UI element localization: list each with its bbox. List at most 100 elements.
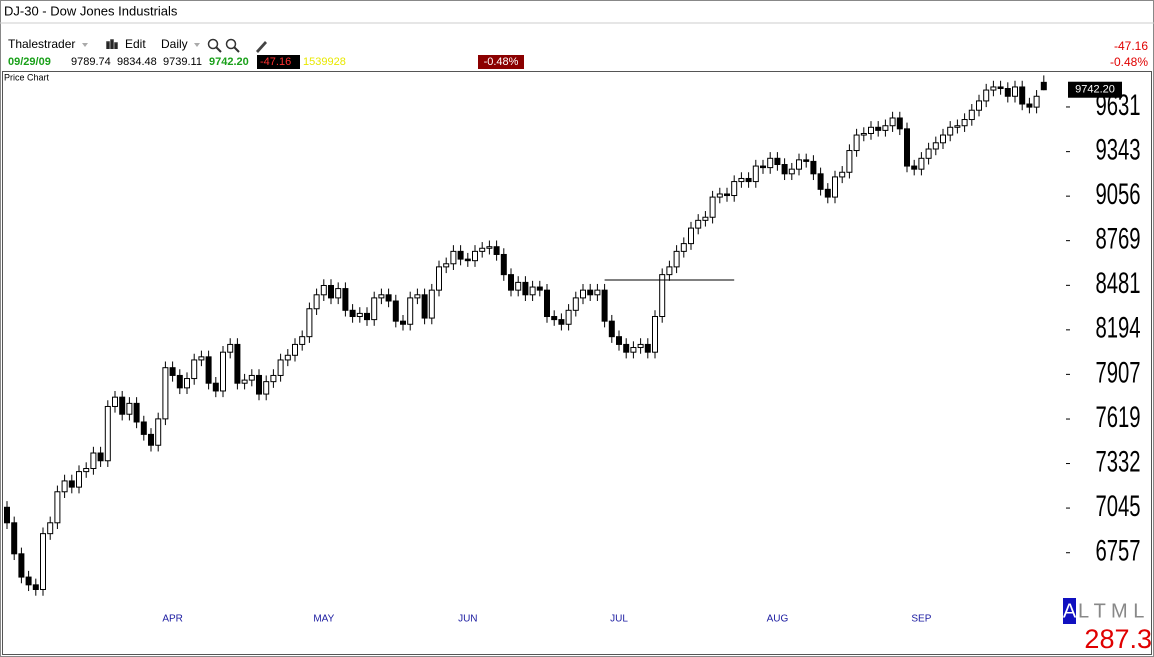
candle-body xyxy=(1019,86,1026,105)
candle-body xyxy=(414,294,421,299)
quote-open: 9789.74 xyxy=(71,56,111,68)
candle-body xyxy=(889,117,896,127)
quote-low: 9739.11 xyxy=(163,56,202,68)
candle-body xyxy=(738,177,745,183)
candle-body xyxy=(515,281,522,291)
last-price-box xyxy=(1068,81,1122,98)
candle-body xyxy=(356,312,363,318)
candle-body xyxy=(745,177,752,183)
change-box xyxy=(257,55,300,69)
change-pct-box xyxy=(478,55,524,69)
candle-body xyxy=(371,297,378,321)
y-tick-label: 8769 xyxy=(1095,223,1140,256)
candle-body xyxy=(695,219,702,229)
candle-body xyxy=(896,117,903,130)
candle-body xyxy=(184,378,190,389)
user-menu[interactable]: Thalestrader xyxy=(8,37,75,51)
candle-body xyxy=(198,356,205,361)
candle-body xyxy=(234,343,241,384)
candle-body xyxy=(860,132,867,136)
candle-body xyxy=(904,128,910,167)
y-tick-label: 7619 xyxy=(1095,401,1140,434)
candle-body xyxy=(191,359,198,380)
candle-body xyxy=(97,452,104,462)
right-change-pct: -0.48% xyxy=(1110,55,1148,69)
y-tick-label: 7045 xyxy=(1095,490,1140,523)
candle-body xyxy=(11,522,18,555)
candle-body xyxy=(162,367,169,420)
candle-body xyxy=(508,274,514,291)
candle-body xyxy=(781,164,788,175)
candle-body xyxy=(169,367,176,376)
y-tick-label: 7907 xyxy=(1095,357,1140,390)
candle-body xyxy=(688,227,694,245)
mode-active-box[interactable] xyxy=(1063,598,1076,624)
candle-body xyxy=(673,250,680,268)
candle-body xyxy=(544,289,550,318)
zoom-in[interactable] xyxy=(207,38,222,53)
pane-title: Price Chart xyxy=(4,72,50,82)
candle-body xyxy=(788,168,795,175)
candle-body xyxy=(731,181,738,197)
candle-body xyxy=(1012,86,1018,97)
candle-body xyxy=(630,347,637,353)
y-tick-label: 9343 xyxy=(1095,134,1140,167)
candle-body xyxy=(796,159,802,170)
candle-body xyxy=(810,160,817,175)
candle-body xyxy=(450,250,457,265)
candle-body xyxy=(572,297,579,311)
candle-body xyxy=(133,402,140,423)
candle-body xyxy=(205,356,212,384)
candle-body xyxy=(148,433,154,446)
candle-body xyxy=(76,471,82,488)
quote-high: 9834.48 xyxy=(117,56,157,68)
quote-close: 9742.20 xyxy=(209,56,249,68)
candle-body xyxy=(18,553,25,578)
zoom-out[interactable] xyxy=(225,38,240,53)
quote-change: -47.16 xyxy=(260,56,291,68)
candle-body xyxy=(378,294,385,299)
candle-body xyxy=(702,216,709,221)
period-menu[interactable]: Daily xyxy=(161,37,188,51)
draw-tool[interactable] xyxy=(256,41,267,53)
candle-body xyxy=(306,308,313,338)
candle-body xyxy=(436,266,442,291)
candle-body xyxy=(680,243,687,252)
candle-body xyxy=(868,126,874,134)
candle-body xyxy=(90,452,97,470)
candle-body xyxy=(709,196,716,218)
candle-body xyxy=(580,289,586,299)
candle-body xyxy=(392,300,399,322)
candle-body xyxy=(652,316,658,353)
candle-body xyxy=(644,343,651,353)
edit-icon[interactable] xyxy=(106,39,118,49)
y-tick-label: 6757 xyxy=(1095,535,1140,568)
edit-button[interactable]: Edit xyxy=(125,37,146,51)
dropdown-arrow[interactable] xyxy=(82,43,88,47)
candle-body xyxy=(1033,95,1040,108)
candle-body xyxy=(536,286,543,291)
indicator-reading: 287.3 xyxy=(1084,624,1152,654)
candle-body xyxy=(328,284,334,299)
candle-body xyxy=(385,294,392,302)
x-tick-label: MAY xyxy=(313,614,334,625)
candle-body xyxy=(565,309,572,325)
candle-body xyxy=(313,294,320,310)
candle-body xyxy=(220,351,226,392)
quote-date: 09/29/09 xyxy=(8,56,51,68)
candle-body xyxy=(32,584,39,590)
mode-active[interactable]: A xyxy=(1063,600,1077,622)
modes[interactable]: L T M L xyxy=(1078,600,1144,622)
dropdown-arrow[interactable] xyxy=(194,43,200,47)
window-title: DJ-30 - Dow Jones Industrials xyxy=(4,3,178,18)
candle-body xyxy=(637,343,644,349)
candle-body xyxy=(443,263,450,268)
candle-body xyxy=(976,100,982,111)
candle-body xyxy=(342,288,349,311)
candle-body xyxy=(349,309,356,318)
candle-body xyxy=(493,246,500,255)
candle-body xyxy=(428,289,435,319)
candle-body xyxy=(119,396,126,415)
candle-body xyxy=(551,316,558,321)
